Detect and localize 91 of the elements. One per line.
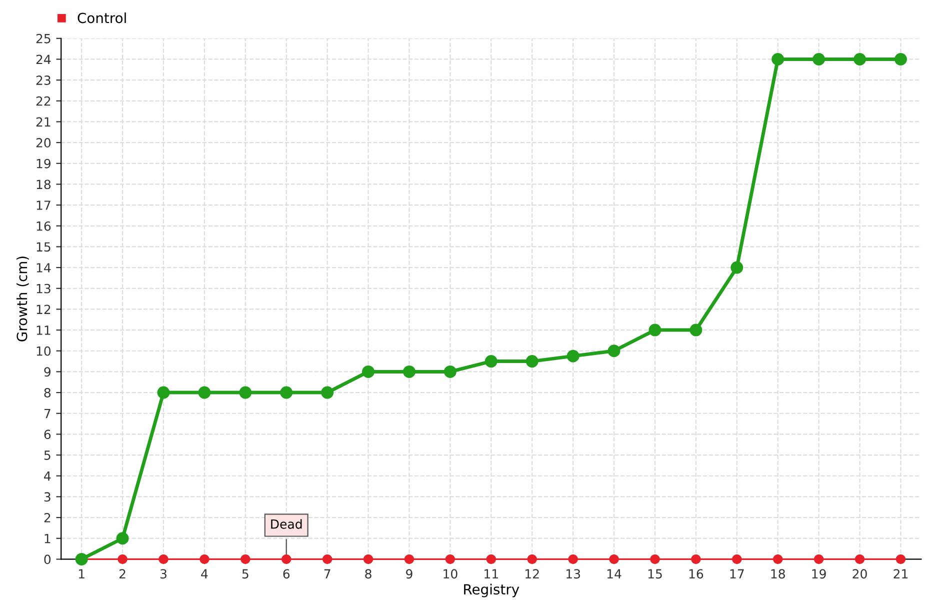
point bbox=[814, 554, 824, 564]
y-tick-label: 7 bbox=[44, 409, 50, 418]
y-tick-label: 19 bbox=[36, 158, 50, 168]
point bbox=[690, 324, 702, 336]
point bbox=[362, 365, 375, 378]
x-tick-label: 14 bbox=[607, 569, 622, 578]
point bbox=[609, 554, 619, 564]
y-tick-label: 12 bbox=[36, 304, 50, 314]
point bbox=[772, 554, 783, 564]
point bbox=[608, 344, 620, 358]
point bbox=[527, 554, 537, 564]
point bbox=[363, 554, 374, 564]
point bbox=[404, 554, 414, 564]
y-tick-label: 20 bbox=[36, 138, 51, 148]
point bbox=[691, 554, 701, 564]
y-tick-label: 23 bbox=[36, 76, 50, 85]
point bbox=[484, 355, 498, 368]
y-axis-title: Growth (cm) bbox=[16, 256, 29, 342]
point bbox=[402, 365, 416, 378]
y-tick-label: 10 bbox=[36, 346, 51, 356]
y-tick-label: 9 bbox=[44, 367, 50, 377]
y-tick-label: 5 bbox=[44, 450, 50, 460]
point bbox=[157, 386, 170, 399]
y-tick-label: 6 bbox=[44, 430, 51, 440]
point bbox=[526, 355, 538, 368]
point bbox=[854, 554, 865, 564]
point bbox=[239, 386, 252, 399]
x-tick-label: 7 bbox=[324, 569, 330, 578]
y-tick-label: 22 bbox=[36, 96, 50, 106]
x-tick-label: 15 bbox=[648, 569, 662, 579]
x-tick-label: 1 bbox=[78, 569, 84, 578]
y-tick-label: 25 bbox=[36, 34, 50, 44]
y-tick-label: 1 bbox=[44, 534, 50, 544]
point bbox=[648, 324, 662, 336]
x-tick-label: 4 bbox=[201, 569, 208, 578]
y-tick-label: 17 bbox=[36, 200, 50, 210]
x-tick-label: 6 bbox=[283, 569, 290, 579]
point bbox=[730, 261, 744, 274]
x-tick-label: 11 bbox=[484, 569, 498, 578]
x-tick-label: 16 bbox=[689, 569, 704, 579]
point bbox=[158, 554, 168, 564]
x-axis-title: Registry bbox=[464, 584, 520, 598]
legend-label: Control bbox=[78, 12, 126, 24]
x-tick-label: 5 bbox=[242, 569, 248, 579]
point bbox=[444, 365, 456, 378]
point bbox=[812, 52, 826, 66]
x-tick-label: 20 bbox=[852, 569, 867, 579]
point bbox=[650, 554, 660, 564]
annotation: Dead bbox=[271, 519, 302, 529]
point bbox=[568, 554, 578, 564]
point bbox=[321, 386, 334, 399]
y-tick-label: 3 bbox=[44, 492, 50, 502]
y-tick-label: 21 bbox=[36, 117, 50, 126]
y-tick-label: 13 bbox=[36, 284, 50, 294]
y-tick-label: 4 bbox=[44, 472, 51, 481]
point bbox=[280, 386, 293, 399]
point bbox=[894, 52, 907, 66]
point bbox=[198, 386, 211, 399]
point bbox=[240, 554, 250, 564]
point bbox=[772, 52, 784, 66]
point bbox=[732, 554, 742, 564]
point bbox=[118, 554, 128, 564]
y-tick-label: 18 bbox=[36, 180, 51, 190]
point bbox=[854, 52, 866, 66]
point bbox=[322, 554, 332, 564]
point bbox=[200, 554, 210, 564]
y-tick-label: 16 bbox=[36, 221, 51, 231]
point bbox=[445, 554, 456, 564]
x-tick-label: 17 bbox=[730, 569, 744, 578]
x-tick-label: 18 bbox=[771, 569, 785, 579]
x-tick-label: 3 bbox=[160, 569, 166, 579]
x-tick-label: 19 bbox=[812, 569, 826, 579]
x-tick-label: 10 bbox=[444, 569, 458, 579]
y-tick-label: 8 bbox=[44, 388, 51, 398]
x-tick-label: 21 bbox=[894, 569, 908, 578]
x-tick-label: 12 bbox=[526, 569, 539, 578]
point bbox=[566, 350, 580, 362]
point bbox=[282, 554, 292, 564]
x-tick-label: 13 bbox=[566, 569, 580, 579]
x-tick-label: 8 bbox=[365, 569, 372, 579]
point bbox=[116, 532, 129, 545]
y-tick-label: 15 bbox=[36, 242, 50, 252]
y-tick-label: 14 bbox=[36, 263, 51, 272]
point bbox=[486, 554, 496, 564]
y-tick-label: 2 bbox=[44, 513, 50, 522]
x-tick-label: 2 bbox=[119, 569, 126, 578]
y-tick-label: 0 bbox=[44, 554, 51, 564]
point bbox=[896, 554, 906, 564]
y-tick-label: 24 bbox=[36, 54, 51, 64]
x-tick-label: 9 bbox=[406, 569, 412, 579]
y-tick-label: 11 bbox=[36, 326, 50, 335]
